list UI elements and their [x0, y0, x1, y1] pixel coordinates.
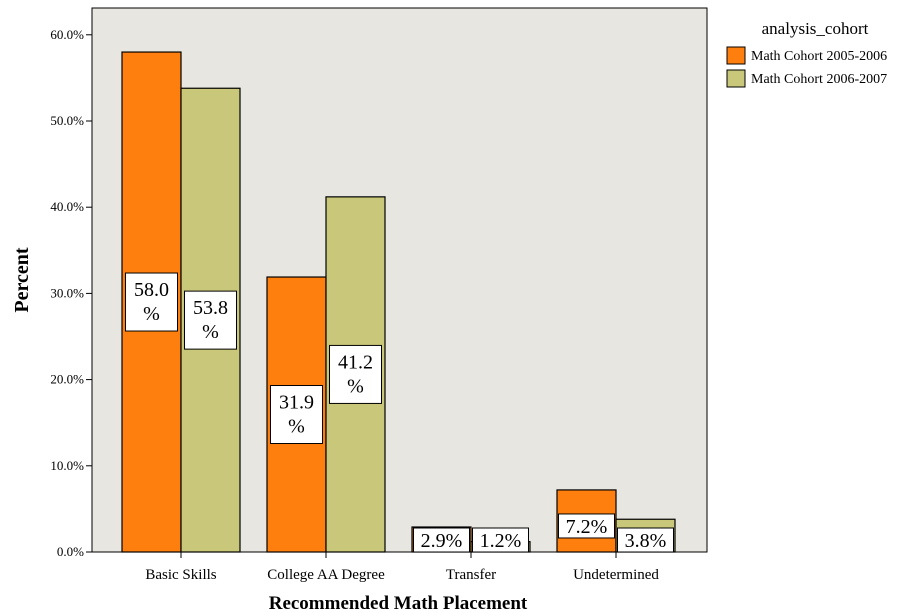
legend-label: Math Cohort 2005-2006	[751, 49, 887, 64]
data-label: 53.8%	[193, 297, 228, 343]
legend: analysis_cohort Math Cohort 2005-2006 Mat…	[726, 19, 887, 88]
data-label-box	[329, 344, 382, 404]
y-tick-label: 20.0%	[50, 372, 84, 387]
x-axis: Basic Skills College AA Degree Transfer Und…	[145, 552, 659, 583]
data-label: 31.9%	[279, 392, 314, 438]
data-label: 3.8%	[625, 530, 667, 552]
data-label-box	[558, 513, 615, 539]
data-label: 58.0%	[134, 279, 169, 325]
y-tick-label: 50.0%	[50, 113, 84, 128]
data-label-box	[125, 272, 178, 332]
data-label-box	[413, 527, 470, 553]
data-label: 2.9%	[421, 530, 463, 552]
x-tick-label: Transfer	[446, 567, 496, 583]
y-tick-label: 40.0%	[50, 199, 84, 214]
legend-swatch	[726, 46, 746, 65]
y-tick-label: 10.0%	[50, 458, 84, 473]
legend-label: Math Cohort 2006-2007	[751, 72, 887, 87]
y-axis: 0.0% 10.0% 20.0% 30.0% 40.0% 50.0% 60.0%	[50, 27, 92, 559]
y-tick-label: 0.0%	[57, 544, 84, 559]
y-tick-label: 60.0%	[50, 27, 84, 42]
legend-title: analysis_cohort	[762, 19, 869, 38]
data-label: 7.2%	[566, 516, 608, 538]
x-tick-label: Undetermined	[573, 567, 659, 583]
data-label-box	[472, 527, 529, 553]
x-tick-label: Basic Skills	[145, 567, 216, 583]
data-label: 1.2%	[480, 530, 522, 552]
data-label-box	[184, 290, 237, 350]
data-label-box	[617, 527, 674, 553]
x-tick-label: College AA Degree	[267, 567, 385, 583]
data-labels: 58.0% 53.8 % 31.9 % 41.2 % 2.9% 1.2% 7.2% 3.8%	[125, 272, 674, 553]
x-axis-title: Recommended Math Placement	[269, 593, 528, 613]
y-tick-label: 30.0%	[50, 285, 84, 300]
data-label-box	[270, 385, 323, 445]
legend-swatch	[726, 69, 746, 88]
data-label: 41.2%	[338, 351, 373, 397]
y-axis-title: Percent	[11, 247, 33, 312]
